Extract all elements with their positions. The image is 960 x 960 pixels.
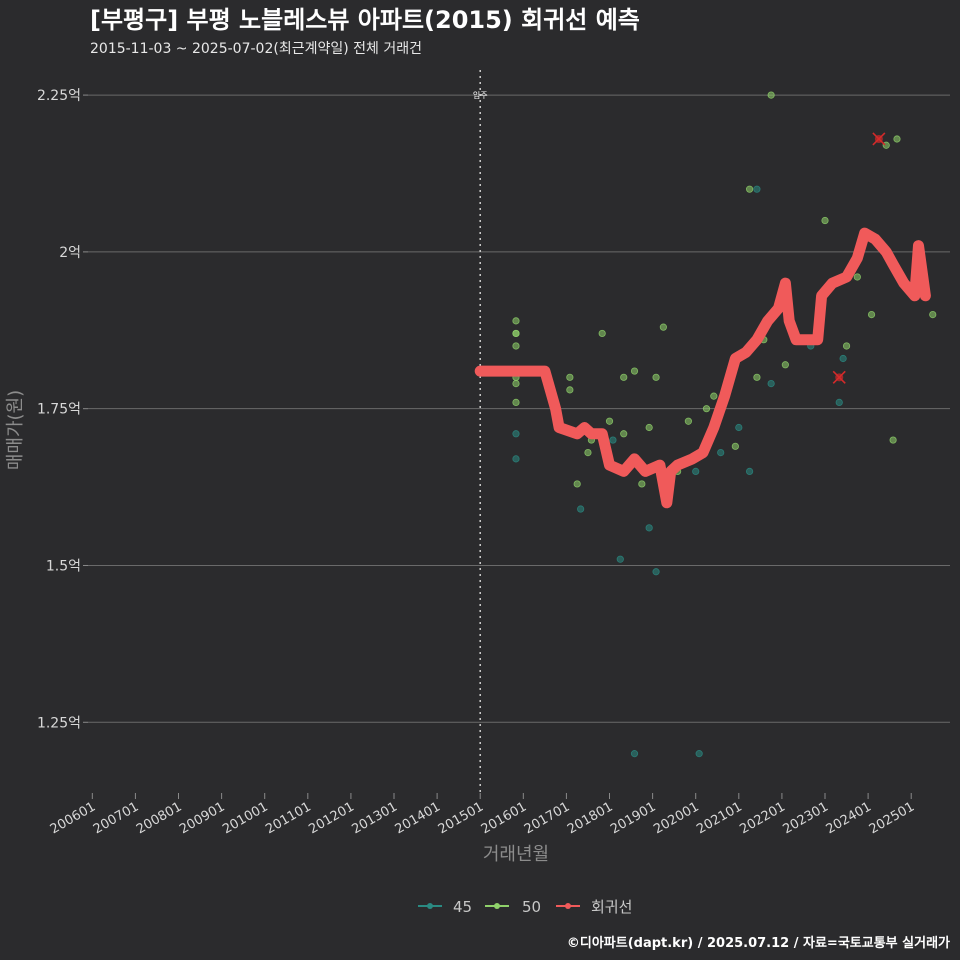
highlight-cross [832, 370, 846, 384]
x-tick-label: 202001 [651, 799, 701, 837]
data-point-45 [692, 467, 700, 476]
data-point-50 [620, 430, 628, 438]
y-tick-label: 1.5억 [46, 558, 81, 574]
data-point-50 [684, 417, 692, 425]
chart-title: [부평구] 부평 노블레스뷰 아파트(2015) 회귀선 예측 [90, 6, 640, 34]
data-point-45 [630, 750, 639, 758]
data-point-45 [835, 398, 843, 407]
data-point-45 [767, 379, 775, 388]
legend-label-regression: 회귀선 [591, 898, 632, 916]
data-point-45 [616, 555, 624, 563]
x-tick-label: 201001 [220, 799, 270, 837]
y-tick-label: 2억 [59, 245, 81, 261]
x-tick-label: 200701 [91, 799, 141, 837]
data-point-50 [867, 311, 876, 319]
data-point-50 [512, 379, 520, 388]
x-tick-label: 201601 [479, 799, 529, 837]
data-point-50 [753, 373, 761, 381]
data-point-50 [573, 480, 581, 488]
data-point-50 [710, 392, 718, 400]
data-point-50 [645, 423, 653, 432]
data-point-45 [645, 524, 653, 532]
data-point-50 [512, 398, 520, 407]
data-point-45 [512, 455, 520, 463]
data-point-50 [512, 329, 520, 338]
data-point-50 [512, 342, 520, 350]
data-point-50 [853, 273, 861, 281]
x-tick-label: 202101 [694, 799, 744, 837]
highlighted-points [832, 132, 886, 384]
data-point-50 [781, 361, 789, 369]
data-point-50 [630, 367, 639, 375]
data-point-50 [659, 323, 667, 331]
y-axis-label: 매매가(원) [5, 390, 26, 470]
data-point-45 [577, 505, 585, 513]
legend-label-45: 45 [453, 898, 472, 916]
y-tick-label: 1.25억 [37, 715, 81, 731]
x-tick-label: 201301 [350, 799, 400, 837]
data-point-50 [842, 342, 851, 350]
data-point-45 [695, 750, 703, 758]
highlight-cross [872, 132, 886, 146]
y-tick-label: 2.25억 [37, 88, 81, 104]
x-tick-label: 201801 [565, 799, 615, 837]
y-tick-label: 1.75억 [37, 402, 81, 418]
data-point-45 [745, 467, 754, 476]
legend-label-50: 50 [522, 898, 541, 916]
data-point-45 [753, 185, 761, 193]
data-point-50 [566, 373, 574, 381]
legend-dot-regression [565, 903, 571, 909]
data-point-45 [839, 354, 847, 363]
data-point-50 [584, 448, 592, 457]
x-tick-label: 201101 [263, 799, 313, 837]
data-point-45 [609, 436, 617, 444]
data-point-50 [731, 442, 739, 450]
data-point-50 [745, 185, 754, 193]
y-axis-ticks: 1.25억 1.5억 1.75억 2억 2.25억 [37, 88, 88, 731]
data-point-45 [512, 430, 520, 438]
data-point-50 [821, 216, 829, 225]
move-in-annotation-label: 입주 [473, 91, 488, 100]
legend: 45 50 회귀선 [418, 898, 632, 916]
data-point-45 [717, 448, 725, 457]
x-tick-label: 202201 [737, 799, 787, 837]
data-point-50 [652, 373, 660, 381]
gridlines [88, 94, 950, 723]
x-tick-label: 201201 [306, 799, 356, 837]
x-tick-label: 200601 [48, 799, 98, 837]
data-point-45 [652, 568, 660, 576]
data-point-50 [767, 91, 775, 99]
data-point-50 [702, 405, 711, 413]
x-axis-ticks: 2006012007012008012009012010012011012012… [48, 793, 917, 837]
data-point-50 [605, 417, 614, 425]
data-point-50 [620, 373, 628, 381]
highlight-marker [832, 370, 846, 384]
data-point-50 [598, 329, 606, 338]
highlight-marker [872, 132, 886, 146]
legend-dot-45 [427, 903, 433, 909]
regression-line [474, 227, 931, 509]
x-axis-label: 거래년월 [483, 844, 549, 865]
x-tick-label: 201401 [393, 799, 443, 837]
x-tick-label: 201901 [608, 799, 658, 837]
data-point-50 [566, 386, 574, 394]
x-tick-label: 201501 [436, 799, 486, 837]
scatter-points [512, 91, 937, 758]
data-point-50 [889, 436, 897, 444]
data-point-45 [735, 423, 743, 432]
x-tick-label: 201701 [522, 799, 572, 837]
x-tick-label: 202401 [824, 799, 874, 837]
data-point-50 [512, 317, 520, 325]
x-tick-label: 200901 [177, 799, 227, 837]
source-caption: ©디아파트(dapt.kr) / 2025.07.12 / 자료=국토교통부 실… [567, 935, 950, 951]
chart-subtitle: 2015-11-03 ~ 2025-07-02(최근계약일) 전체 거래건 [90, 41, 422, 57]
data-point-50 [638, 480, 646, 488]
x-tick-label: 202301 [781, 799, 831, 837]
x-tick-label: 202501 [867, 799, 917, 837]
x-tick-label: 200801 [134, 799, 184, 837]
data-point-50 [929, 311, 937, 319]
data-point-50 [893, 135, 901, 143]
legend-dot-50 [494, 903, 500, 909]
